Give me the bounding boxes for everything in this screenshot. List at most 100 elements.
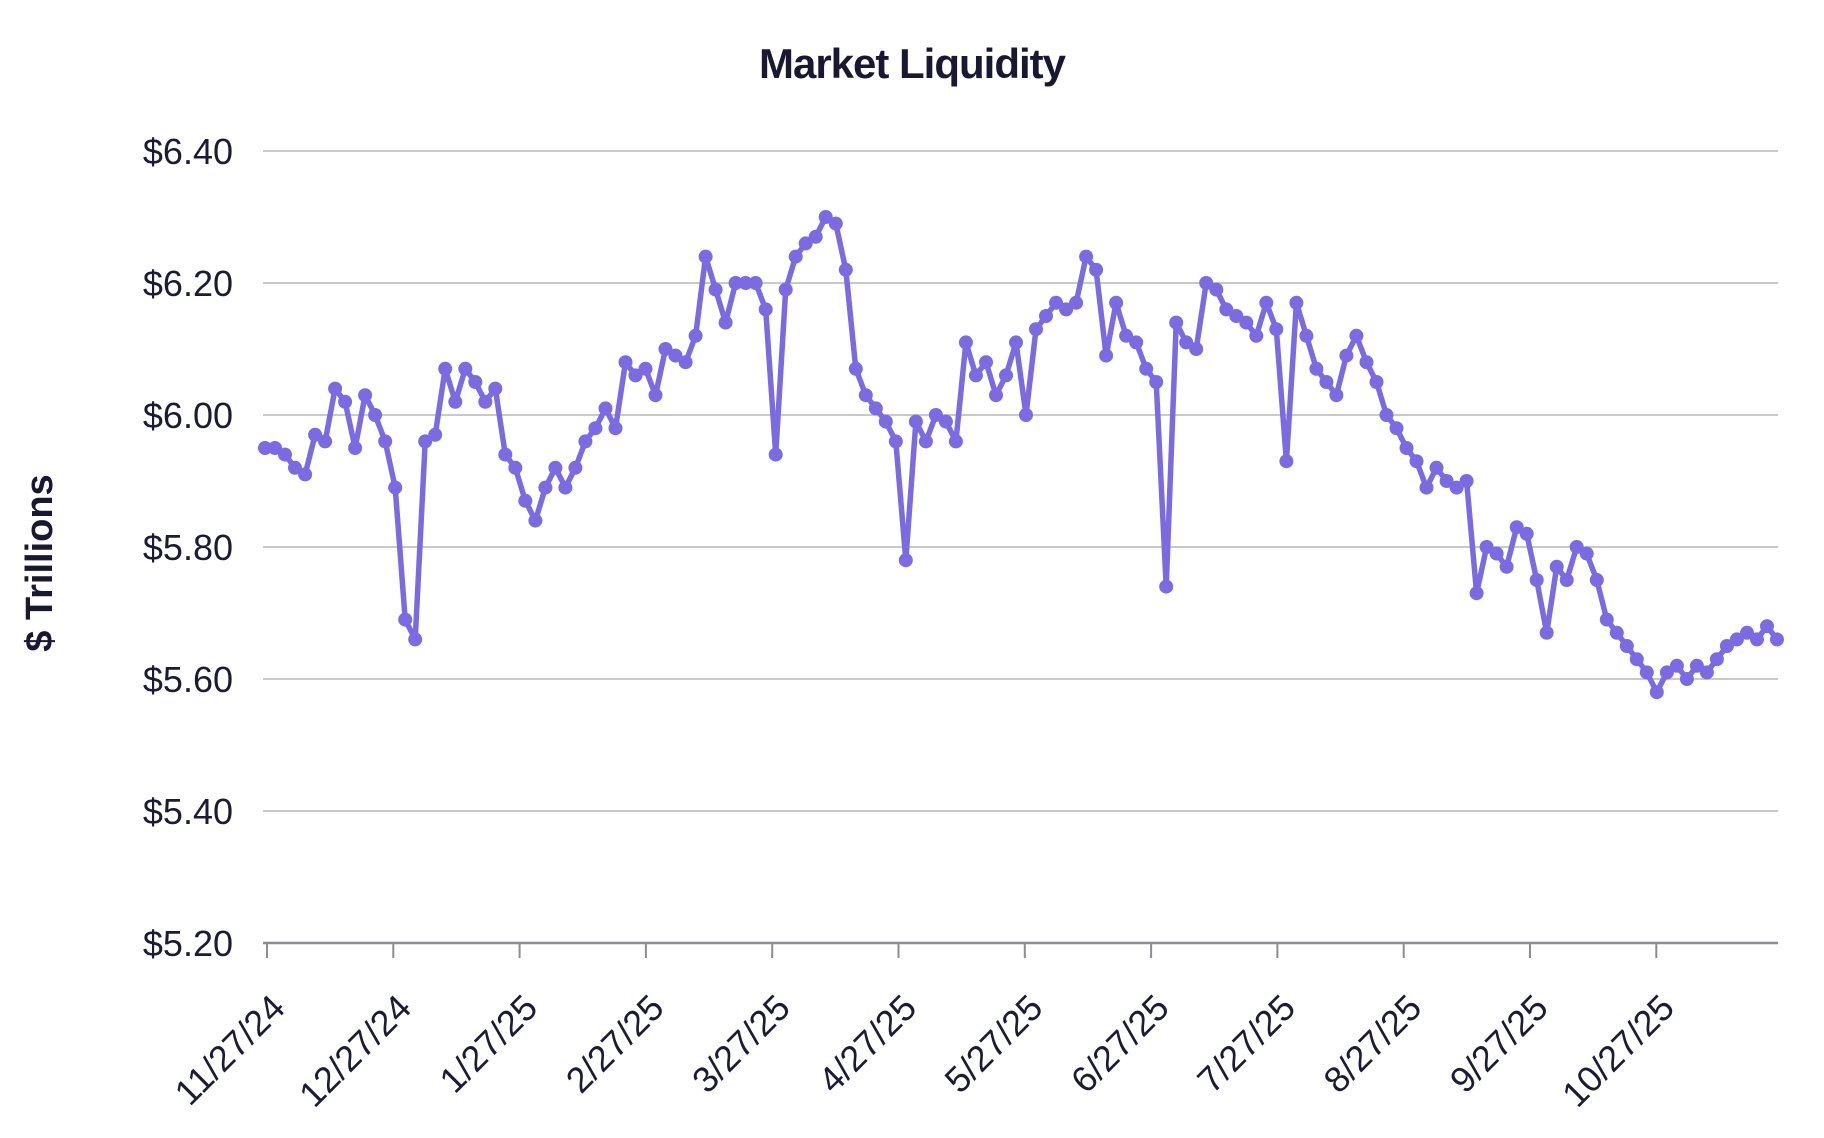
data-point	[1199, 276, 1214, 290]
data-point	[1419, 480, 1434, 495]
data-point	[1079, 249, 1094, 264]
data-point	[1579, 546, 1594, 561]
data-point	[1449, 480, 1464, 495]
data-point	[1760, 619, 1774, 634]
data-point	[1409, 454, 1424, 469]
data-point	[758, 302, 773, 317]
y-tick-label: $6.20	[143, 263, 233, 304]
data-point	[278, 447, 292, 462]
data-point	[1599, 612, 1614, 627]
data-point	[298, 467, 313, 482]
data-point	[878, 414, 893, 429]
data-point	[318, 434, 333, 449]
data-point	[778, 282, 793, 297]
data-point	[1019, 408, 1033, 422]
data-point	[348, 441, 363, 455]
data-point	[528, 513, 543, 528]
data-point	[1309, 361, 1324, 376]
data-point	[1679, 672, 1694, 686]
y-tick-labels: $6.40 $6.20 $6.00 $5.80 $5.60 $5.40 $5.20	[143, 131, 233, 964]
x-tick-label: 7/27/25	[1189, 987, 1303, 1101]
chart-title: Market Liquidity	[759, 40, 1067, 87]
data-point	[308, 427, 323, 442]
data-point	[1469, 586, 1484, 601]
data-point	[588, 421, 603, 436]
data-point	[938, 414, 953, 429]
data-point	[1299, 328, 1314, 343]
data-point	[668, 348, 683, 363]
data-point	[1729, 632, 1744, 647]
x-tick-label: 4/27/25	[810, 987, 924, 1101]
data-point	[508, 460, 523, 475]
data-point	[1569, 540, 1584, 554]
data-point	[568, 460, 583, 475]
data-point	[698, 249, 713, 264]
data-point	[608, 421, 623, 436]
data-point	[578, 434, 593, 449]
data-point	[1219, 302, 1234, 317]
data-point	[1149, 375, 1164, 389]
data-point	[518, 493, 533, 508]
data-point	[888, 434, 903, 449]
data-point	[838, 262, 853, 277]
data-point	[848, 361, 863, 376]
data-point	[1719, 639, 1734, 653]
data-point	[1439, 474, 1454, 488]
data-point	[1119, 328, 1134, 343]
data-point	[1499, 559, 1514, 574]
data-point	[1259, 295, 1274, 310]
data-point	[1389, 421, 1404, 436]
data-point	[618, 355, 633, 370]
data-point	[918, 434, 933, 449]
data-point	[448, 394, 463, 409]
data-point	[828, 216, 843, 231]
data-point	[1770, 632, 1784, 647]
y-tick-label: $5.40	[143, 791, 233, 832]
data-point	[1740, 625, 1754, 640]
x-axis	[263, 941, 1778, 958]
data-point	[1339, 348, 1354, 363]
x-tick-label: 5/27/25	[937, 987, 1051, 1101]
data-point	[868, 401, 883, 416]
y-tick-label: $6.40	[143, 131, 233, 172]
data-point	[1589, 573, 1604, 587]
data-point	[468, 375, 483, 389]
data-point	[1639, 665, 1654, 680]
data-point	[1229, 309, 1244, 323]
data-point	[1049, 295, 1063, 310]
data-point	[948, 434, 963, 449]
data-point	[768, 447, 783, 462]
data-point	[488, 381, 503, 396]
data-point	[398, 612, 413, 627]
data-point	[1399, 441, 1414, 455]
data-point	[1379, 408, 1394, 422]
x-tick-label: 1/27/25	[431, 987, 545, 1101]
data-point	[458, 361, 473, 376]
data-point	[358, 388, 373, 403]
x-tick-label: 10/27/25	[1554, 987, 1682, 1115]
data-point	[268, 441, 282, 455]
data-point	[1559, 573, 1574, 587]
data-point	[728, 276, 743, 290]
data-point	[1689, 658, 1704, 673]
x-tick-label: 12/27/24	[291, 987, 419, 1115]
data-point	[1359, 355, 1374, 370]
y-tick-label: $5.60	[143, 659, 233, 700]
x-tick-label: 11/27/24	[166, 987, 292, 1113]
data-point	[1129, 335, 1144, 350]
data-point	[1659, 665, 1674, 680]
data-point	[658, 342, 673, 356]
data-point	[999, 368, 1013, 383]
data-point	[908, 414, 923, 429]
data-point	[1139, 361, 1154, 376]
data-point	[338, 394, 353, 409]
data-point	[1709, 652, 1724, 667]
data-point	[498, 447, 513, 462]
data-point	[1239, 315, 1254, 330]
y-axis-title: $ Trillions	[19, 474, 61, 651]
x-tick-label: 9/27/25	[1442, 987, 1556, 1101]
data-point	[1629, 652, 1644, 667]
y-tick-label: $6.00	[143, 395, 233, 436]
